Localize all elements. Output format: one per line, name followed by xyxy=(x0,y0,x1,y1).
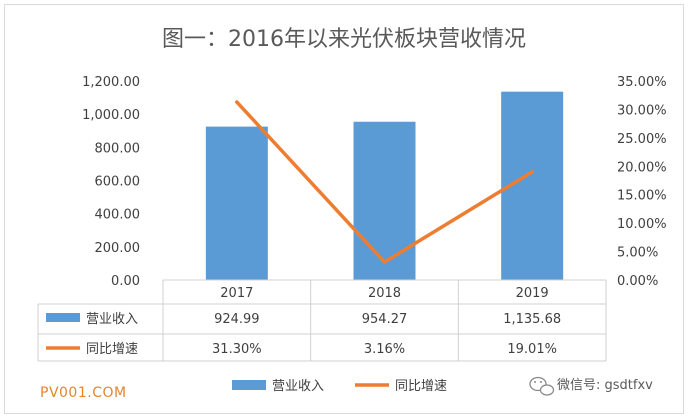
right-axis-tick-label: 5.00% xyxy=(617,246,658,261)
growth-point-2019 xyxy=(530,170,534,174)
right-axis-tick-label: 25.00% xyxy=(617,132,667,147)
left-axis-tick-label: 400.00 xyxy=(95,208,141,223)
legend-key-bar xyxy=(232,380,266,390)
growth-cell: 19.01% xyxy=(507,342,557,357)
right-axis-tick-label: 0.00% xyxy=(617,274,658,289)
growth-point-2017 xyxy=(235,100,239,104)
wechat-icon xyxy=(529,376,555,396)
bar-2017 xyxy=(205,126,268,280)
bars xyxy=(205,91,564,281)
left-axis-tick-label: 200.00 xyxy=(95,241,141,256)
right-axis-ticks: 0.00% 5.00% 10.00% 15.00% 20.00% 25.00% 30.00%… xyxy=(617,75,667,289)
row-header-growth: 同比增速 xyxy=(86,342,138,357)
right-axis-tick-label: 20.00% xyxy=(617,160,667,175)
category-label: 2017 xyxy=(220,286,253,301)
revenue-cell: 1,135.68 xyxy=(503,312,561,327)
revenue-cell: 954.27 xyxy=(362,312,408,327)
left-axis-tick-label: 0.00 xyxy=(111,274,140,289)
row-key-bar xyxy=(46,313,80,322)
category-label: 2019 xyxy=(516,286,549,301)
growth-line xyxy=(235,100,534,264)
data-table: 2017 924.99 31.30% 2018 954.27 3.16% 2019 1,135… xyxy=(37,279,607,362)
legend-label-growth: 同比增速 xyxy=(395,379,447,394)
growth-point-2018 xyxy=(382,260,387,264)
legend: 营业收入 同比增速 xyxy=(232,379,447,394)
row-header-revenue: 营业收入 xyxy=(86,312,138,327)
growth-cell: 3.16% xyxy=(364,342,405,357)
left-axis-tick-label: 1,000.00 xyxy=(82,108,140,123)
left-axis-ticks: 0.00 200.00 400.00 600.00 800.00 1,000.00 1,20… xyxy=(82,75,140,289)
chart-title: 图一：2016年以来光伏板块营收情况 xyxy=(162,27,526,52)
chart-frame xyxy=(4,4,684,414)
right-axis-tick-label: 30.00% xyxy=(617,103,667,118)
left-axis-tick-label: 600.00 xyxy=(95,175,141,190)
watermark: PV001.COM xyxy=(40,385,127,401)
left-axis-tick-label: 1,200.00 xyxy=(82,75,140,90)
revenue-cell: 924.99 xyxy=(214,312,260,327)
right-axis-tick-label: 15.00% xyxy=(617,189,667,204)
wechat-id: 微信号: gsdtfxv xyxy=(557,378,653,393)
bar-2018 xyxy=(353,121,416,281)
category-label: 2018 xyxy=(368,286,401,301)
legend-label-revenue: 营业收入 xyxy=(272,379,324,394)
right-axis-tick-label: 35.00% xyxy=(617,75,667,90)
right-axis-tick-label: 10.00% xyxy=(617,217,667,232)
growth-cell: 31.30% xyxy=(212,342,262,357)
left-axis-tick-label: 800.00 xyxy=(95,141,141,156)
